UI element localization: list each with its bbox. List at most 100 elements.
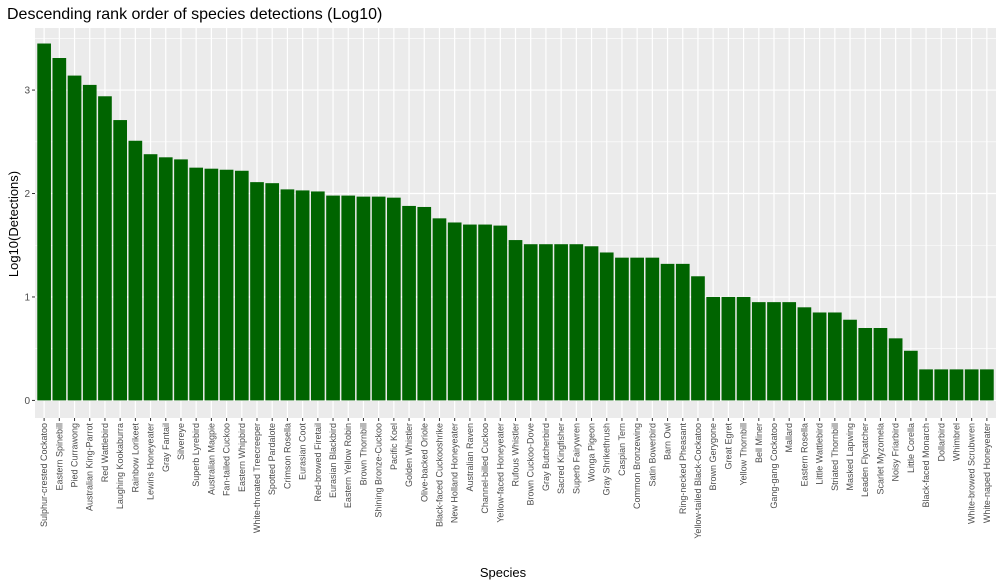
x-tick-label: Rainbow Lorikeet [130, 423, 140, 493]
bar [447, 222, 462, 401]
bar [812, 312, 827, 401]
y-tick-label: 1 [24, 292, 30, 303]
y-axis: 0 1 2 3 [24, 86, 35, 407]
y-tick-label: 2 [24, 189, 30, 200]
x-tick-label: Golden Whistler [404, 423, 414, 487]
x-tick-label: Pied Currawong [70, 423, 80, 488]
x-tick-label: Sulphur-crested Cockatoo [39, 423, 49, 527]
x-tick-label: Australian King-Parrot [85, 423, 95, 512]
bar [630, 257, 644, 401]
bar [128, 140, 143, 401]
bar [493, 225, 508, 401]
x-tick-label: Channel-billed Cuckoo [480, 423, 490, 514]
x-tick-label: Little Wattlebird [815, 423, 825, 485]
x-tick-label: Caspian Tern [617, 423, 627, 476]
bar [843, 319, 857, 401]
x-tick-label: Eastern Yellow Robin [343, 423, 353, 508]
bar [234, 170, 249, 401]
x-tick-label: Eastern Whipbird [237, 423, 247, 492]
x-tick-label: Laughing Kookaburra [115, 423, 125, 509]
x-tick-label: Striated Thornbill [830, 423, 840, 491]
x-tick-label: Dollarbird [936, 423, 946, 462]
bar [341, 195, 356, 401]
bar [295, 190, 310, 401]
x-tick-label: White-browed Scrubwren [967, 423, 977, 524]
bar [523, 244, 538, 401]
bar [174, 159, 188, 401]
x-tick-label: Eurasian Coot [298, 423, 308, 481]
bar [265, 183, 280, 401]
bar [204, 168, 219, 401]
x-tick-label: Yellow Thornbill [739, 423, 749, 486]
bar [888, 338, 903, 401]
bar [858, 328, 873, 401]
x-tick-label: Noisy Friarbird [891, 423, 901, 482]
bar [751, 302, 766, 401]
bar [904, 350, 918, 401]
x-tick-label: Eastern Rosella [799, 423, 809, 487]
x-tick-label: Mallard [784, 423, 794, 453]
bar [478, 224, 492, 401]
x-tick-label: Bell Miner [754, 423, 764, 463]
bar [934, 369, 949, 401]
bar [98, 96, 112, 401]
x-tick-label: White-naped Honeyeater [982, 423, 992, 523]
bar [797, 307, 812, 401]
bar [508, 240, 523, 401]
bar [310, 191, 325, 401]
bar [767, 302, 781, 401]
x-tick-label: Barn Owl [663, 423, 673, 460]
bar [189, 167, 204, 401]
bar [219, 169, 234, 401]
bar [873, 328, 888, 401]
x-tick-label: Gray Fantail [161, 423, 171, 472]
x-tick-label: Superb Lyrebird [191, 423, 201, 487]
bar [599, 252, 614, 401]
bar [82, 84, 97, 401]
bar [964, 369, 979, 401]
x-tick-label: Silvereye [176, 423, 186, 460]
y-tick-label: 0 [24, 396, 30, 407]
x-tick-label: Ring-necked Pheasant [678, 423, 688, 515]
bar [250, 182, 264, 401]
bar [326, 195, 340, 401]
bar [158, 157, 173, 401]
x-tick-label: Brown Thornbill [358, 423, 368, 485]
bar [675, 263, 690, 401]
bar [387, 197, 401, 401]
bar [782, 302, 797, 401]
bar [584, 246, 599, 401]
x-tick-label: Eastern Spinebill [54, 423, 64, 491]
bar [827, 312, 842, 401]
bar [143, 154, 158, 401]
bar [736, 296, 751, 401]
y-tick-label: 3 [24, 86, 30, 97]
x-tick-label: Superb Fairywren [571, 423, 581, 494]
x-tick-label: Black-faced Monarch [921, 423, 931, 508]
x-tick-label: Whimbrel [951, 423, 961, 461]
bar [417, 206, 432, 401]
bar [721, 296, 736, 401]
x-axis: Sulphur-crested Cockatoo Eastern Spinebil… [39, 418, 992, 539]
bar [706, 296, 721, 401]
bar [432, 218, 447, 401]
x-tick-label: New Holland Honeyeater [450, 423, 460, 523]
x-tick-label: Black-faced Cuckooshrike [434, 423, 444, 527]
bar [67, 75, 82, 401]
x-tick-label: Great Egret [723, 423, 733, 470]
bar [660, 263, 675, 401]
bar [113, 120, 127, 401]
x-tick-label: Common Bronzewing [632, 423, 642, 509]
x-tick-label: Yellow-faced Honeyeater [495, 423, 505, 523]
x-tick-label: Olive-backed Oriole [419, 423, 429, 502]
x-tick-label: Lewins Honeyeater [146, 423, 156, 500]
bars [37, 43, 994, 401]
bar [554, 244, 568, 401]
bar [615, 257, 629, 401]
x-tick-label: Satin Bowerbird [647, 423, 657, 487]
bar [402, 205, 416, 401]
x-tick-label: Gang-gang Cockatoo [769, 423, 779, 509]
x-tick-label: Scarlet Myzomela [875, 423, 885, 495]
bar [52, 58, 67, 401]
